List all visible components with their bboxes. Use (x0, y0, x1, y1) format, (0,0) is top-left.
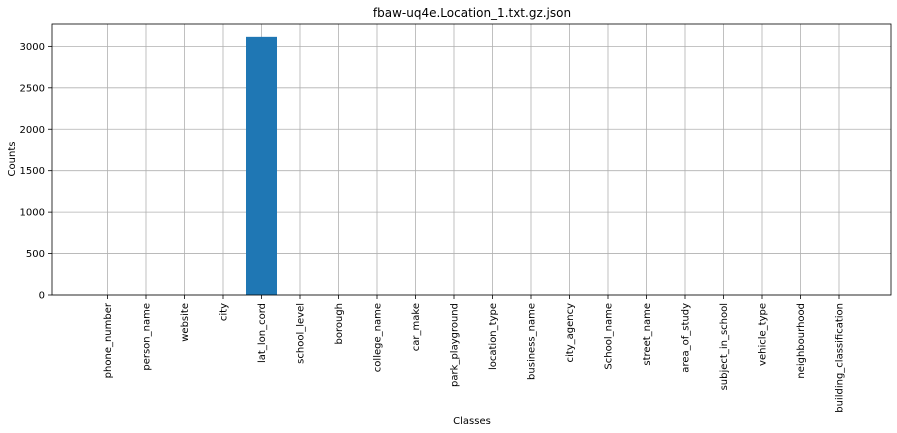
x-tick-label: website (180, 303, 191, 342)
x-tick-label: person_name (142, 303, 153, 371)
x-tick-label: vehicle_type (758, 303, 769, 366)
x-tick-label: neighbourhood (796, 303, 807, 379)
x-tick-label: subject_in_school (719, 303, 730, 390)
y-tick-label: 3000 (20, 42, 45, 53)
plot-area-frame (51, 23, 892, 296)
x-tick-label: business_name (527, 303, 538, 380)
x-tick-label: lat_lon_cord (257, 303, 268, 363)
x-axis-title: Classes (453, 416, 491, 427)
y-tick-label: 2500 (20, 83, 45, 94)
y-axis-ticks: 0 500 1000 1500 2000 2500 3000 (20, 42, 52, 302)
x-tick-label: park_playground (450, 303, 461, 387)
y-tick-label: 1000 (20, 208, 45, 219)
x-tick-label: School_name (604, 303, 615, 370)
y-tick-label: 500 (26, 249, 45, 260)
x-tick-label: college_name (373, 303, 384, 372)
x-tick-label: borough (334, 303, 345, 345)
x-tick-label: area_of_study (681, 303, 692, 373)
chart-title: fbaw-uq4e.Location_1.txt.gz.json (373, 6, 571, 20)
y-tick-label: 2000 (20, 125, 45, 136)
x-tick-label: city (219, 303, 230, 321)
x-tick-label: street_name (642, 303, 653, 366)
x-tick-label: location_type (488, 303, 499, 370)
x-tick-label: car_make (411, 303, 422, 351)
y-axis-title: Counts (7, 142, 18, 177)
grid-lines (52, 24, 891, 296)
x-tick-label: building_classification (835, 303, 846, 413)
x-tick-label: phone_number (103, 302, 114, 378)
x-tick-label: school_level (296, 303, 307, 364)
bars (246, 36, 277, 295)
y-tick-label: 1500 (20, 166, 45, 177)
bar-lat_lon_cord (246, 36, 277, 295)
x-axis-ticks: phone_number person_name website city lat_lo… (103, 295, 846, 413)
x-tick-label: city_agency (565, 303, 576, 363)
y-tick-label: 0 (39, 291, 45, 302)
